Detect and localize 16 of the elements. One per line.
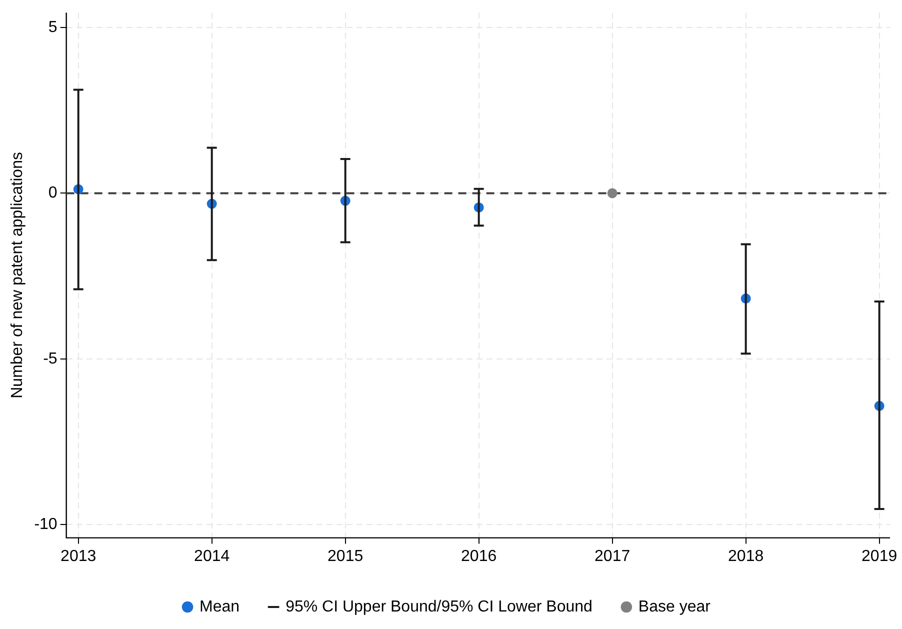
x-tick-label: 2013 — [60, 548, 96, 565]
x-tick-label: 2015 — [328, 548, 364, 565]
x-tick-label: 2014 — [194, 548, 230, 565]
y-tick-label: -10 — [34, 516, 58, 533]
x-tick-label: 2016 — [461, 548, 497, 565]
y-axis-title: Number of new patent applications — [9, 152, 26, 398]
x-tick-label: 2019 — [862, 548, 898, 565]
y-tick-label: 5 — [48, 18, 58, 36]
x-tick-label: 2017 — [594, 548, 630, 565]
legend-label: Mean — [200, 598, 240, 616]
text: 95% CI Upper Bound/95% CI Lower Bound — [286, 598, 592, 616]
x-tick-label: 2018 — [728, 548, 764, 565]
y-tick-label: -5 — [43, 350, 58, 368]
legend-label: Base year — [638, 598, 712, 616]
point — [607, 188, 618, 198]
y-tick-label: 0 — [48, 184, 58, 202]
